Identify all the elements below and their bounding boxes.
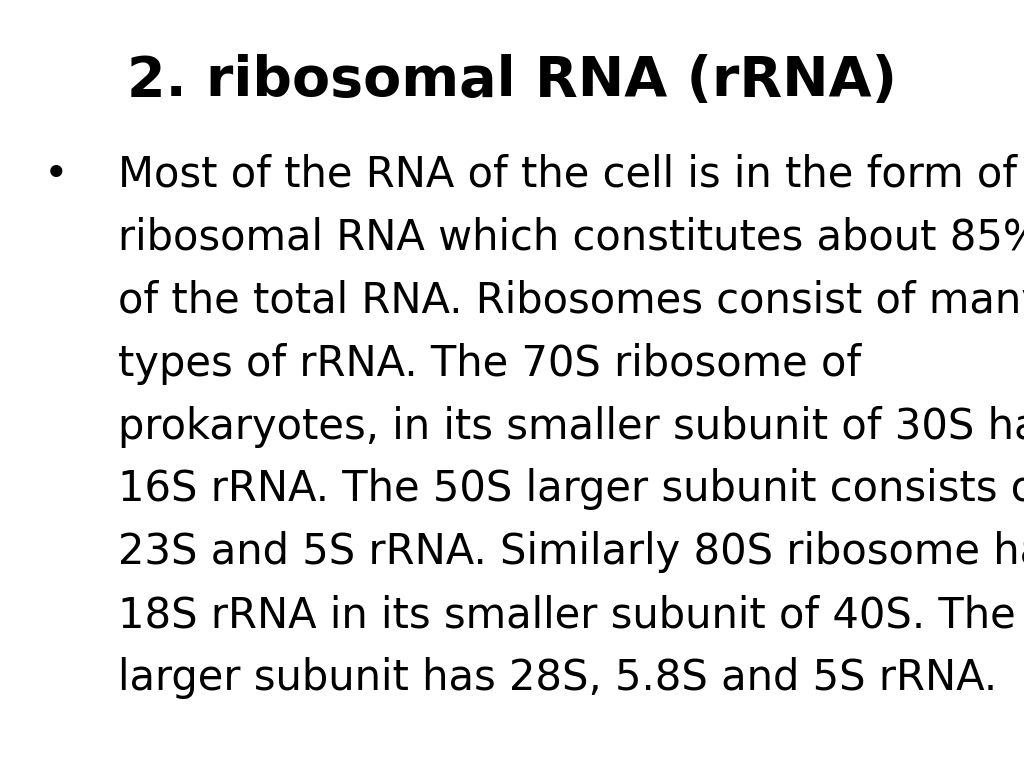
Text: prokaryotes, in its smaller subunit of 30S has: prokaryotes, in its smaller subunit of 3… — [118, 406, 1024, 448]
Text: 23S and 5S rRNA. Similarly 80S ribosome has: 23S and 5S rRNA. Similarly 80S ribosome … — [118, 531, 1024, 574]
Text: 16S rRNA. The 50S larger subunit consists of: 16S rRNA. The 50S larger subunit consist… — [118, 468, 1024, 511]
Text: larger subunit has 28S, 5.8S and 5S rRNA.: larger subunit has 28S, 5.8S and 5S rRNA… — [118, 657, 997, 700]
Text: Most of the RNA of the cell is in the form of: Most of the RNA of the cell is in the fo… — [118, 154, 1017, 196]
Text: •: • — [44, 154, 69, 196]
Text: of the total RNA. Ribosomes consist of many: of the total RNA. Ribosomes consist of m… — [118, 280, 1024, 322]
Text: 18S rRNA in its smaller subunit of 40S. The 60S: 18S rRNA in its smaller subunit of 40S. … — [118, 594, 1024, 637]
Text: 2. ribosomal RNA (rRNA): 2. ribosomal RNA (rRNA) — [127, 54, 897, 108]
Text: ribosomal RNA which constitutes about 85%: ribosomal RNA which constitutes about 85… — [118, 217, 1024, 259]
Text: types of rRNA. The 70S ribosome of: types of rRNA. The 70S ribosome of — [118, 343, 861, 385]
